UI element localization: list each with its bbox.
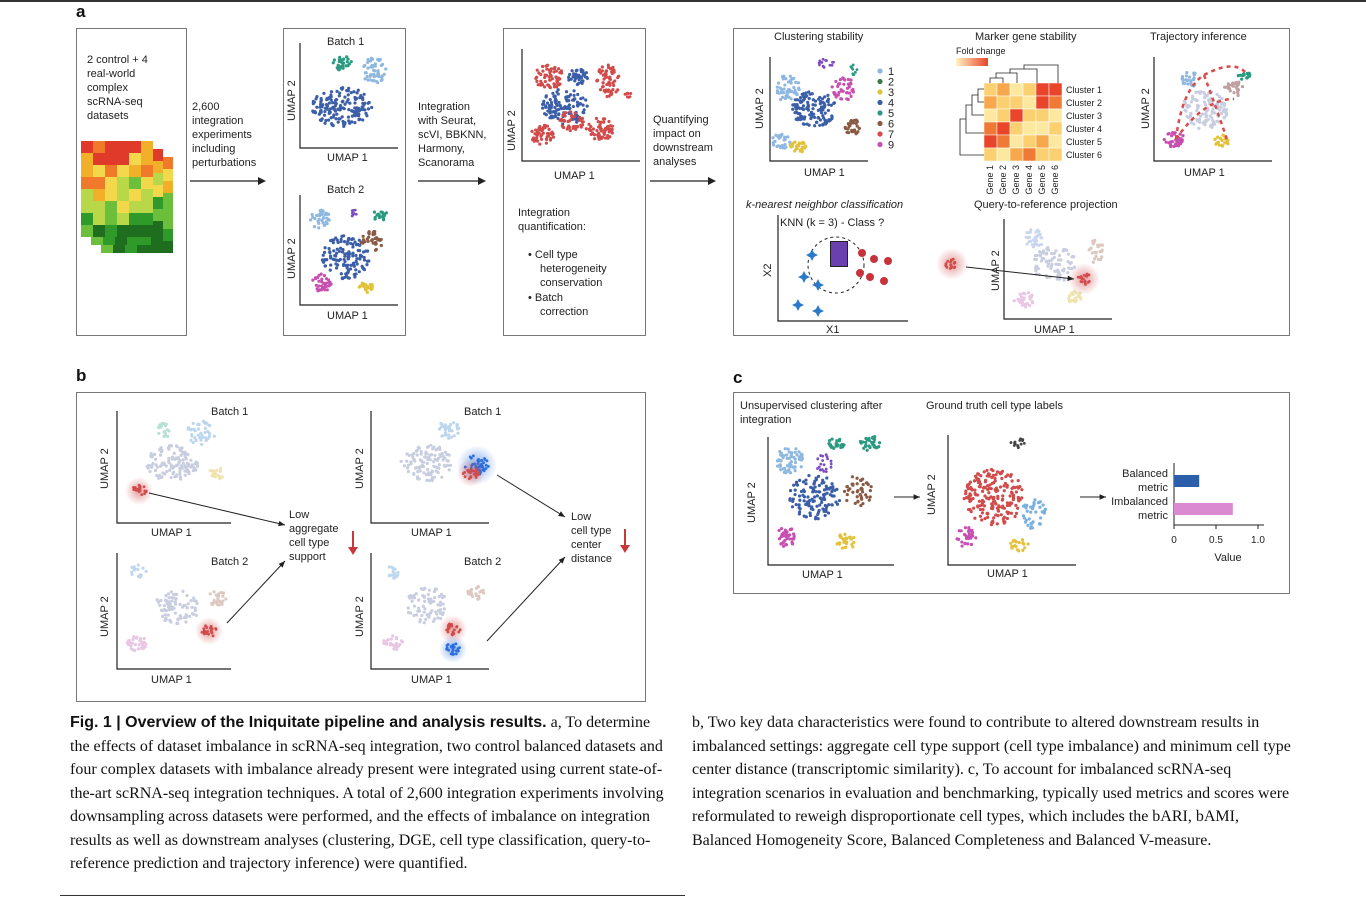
bar-tick-label: 0 — [1171, 535, 1177, 546]
umap1-label: UMAP 1 — [151, 674, 192, 686]
umap1-label: UMAP 1 — [411, 674, 452, 686]
bar-category-label: metric — [1138, 482, 1168, 494]
clustering-stability-title: Clustering stability — [774, 31, 864, 43]
umap1-label: UMAP 1 — [151, 527, 192, 539]
heatmap-cluster-label: Cluster 2 — [1066, 98, 1102, 108]
metric-bar-chart: Balanced metric Imbalanced metric 0 0.5 1.0 Val… — [1111, 463, 1265, 564]
quant-title: Integration quantification: — [518, 207, 586, 233]
ground-truth-title: Ground truth cell type labels — [926, 400, 1063, 412]
umap1-label: UMAP 1 — [987, 568, 1028, 580]
umap1-label: UMAP 1 — [804, 167, 845, 179]
panel-c-letter: c — [733, 368, 743, 387]
caption-text-2: b, Two key data characteristics were fou… — [692, 714, 1291, 849]
heatmap-gene-label: Gene 1 — [985, 165, 995, 195]
cluster-legend-label: 2 — [888, 77, 894, 89]
heatmap-cluster-label: Cluster 6 — [1066, 150, 1102, 160]
umap1-label: UMAP 1 — [1184, 167, 1225, 179]
fold-change-label: Fold change — [956, 46, 1006, 56]
query-ref-title: Query-to-reference projection — [974, 199, 1118, 211]
panel-c-scatters — [767, 434, 1106, 566]
x1-label: X1 — [826, 324, 840, 336]
bar — [1174, 503, 1233, 515]
heatmap-gene-label: Gene 6 — [1050, 165, 1060, 195]
heatmap-gene-label: Gene 3 — [1011, 165, 1021, 195]
figure-label: Fig. 1 | Overview of the Iniquitate pipe… — [70, 714, 547, 731]
batch1-label: Batch 1 — [327, 36, 365, 48]
heatmap-cluster-label: Cluster 5 — [1066, 137, 1102, 147]
bar-x-label: Value — [1214, 552, 1241, 564]
umap1-label: UMAP 1 — [1034, 324, 1075, 336]
marker-heatmap: Cluster 1 Cluster 2 Cluster 3 Cluster 4 Clus… — [956, 58, 1102, 195]
heatmap-cluster-label: Cluster 3 — [1066, 111, 1102, 121]
arrow-2 — [418, 177, 486, 185]
caption-col1: Fig. 1 | Overview of the Iniquitate pipe… — [70, 711, 670, 876]
datasets-text: 2 control + 4 real-world complex scRNA-seq d… — [87, 54, 148, 122]
panel-a-letter: a — [76, 2, 86, 21]
arrow-3 — [650, 177, 716, 185]
integrated-scatter — [521, 49, 640, 162]
batch1-label: Batch 1 — [464, 406, 502, 418]
umap1-label: UMAP 1 — [411, 527, 452, 539]
downstream-scatters — [769, 57, 1272, 320]
knn-label: KNN (k = 3) - Class ? — [780, 217, 885, 229]
cluster-legend-label: 4 — [888, 98, 894, 110]
caption-text-1: a, To determine the effects of dataset i… — [70, 714, 664, 872]
batch2-label: Batch 2 — [464, 556, 502, 568]
heatmap-gene-label: Gene 4 — [1024, 165, 1034, 195]
umap1-label: UMAP 1 — [327, 152, 368, 164]
bar-tick-label: 1.0 — [1251, 535, 1265, 546]
cluster-legend-label: 7 — [888, 129, 894, 141]
heatmap-gene-label: Gene 5 — [1037, 165, 1047, 195]
bar — [1174, 475, 1200, 487]
panel-b-letter: b — [76, 366, 87, 385]
umap1-label: UMAP 1 — [554, 170, 595, 182]
arrow-1 — [190, 177, 266, 185]
integrated-box: UMAP 2 UMAP 1 Integration quantification:… — [503, 28, 646, 336]
cluster-legend-label: 1 — [888, 66, 894, 78]
trajectory-title: Trajectory inference — [1150, 31, 1247, 43]
batch-scatter-plots — [299, 43, 398, 306]
bar-category-label: Balanced — [1122, 468, 1168, 480]
cluster-legend-label: 5 — [888, 108, 894, 120]
knn-title: k-nearest neighbor classification — [746, 199, 904, 211]
panel-c-box: Unsupervised clustering after integration… — [733, 392, 1290, 594]
knn-diagram — [777, 215, 908, 322]
dataset-heatmap-stack — [81, 141, 173, 253]
caption-col2: b, Two key data characteristics were fou… — [692, 711, 1292, 852]
marker-gene-title: Marker gene stability — [975, 31, 1077, 43]
panel-b-box: Batch 1 Batch 1 Batch 2 Batch 2 UMAP 1 U… — [76, 392, 646, 702]
heatmap-cluster-label: Cluster 1 — [1066, 85, 1102, 95]
bar-category-label: Imbalanced — [1111, 496, 1168, 508]
umap1-label: UMAP 1 — [802, 569, 843, 581]
panel-b-scatters — [116, 411, 630, 670]
cluster-legend-label: 6 — [888, 119, 894, 131]
umap1-label: UMAP 1 — [327, 310, 368, 322]
low-distance-text: Low cell type center distance — [571, 511, 612, 565]
batch1-label: Batch 1 — [211, 406, 249, 418]
integration-text: Integration with Seurat, scVI, BBKNN, Harmo… — [418, 101, 487, 169]
quant-item-1: • Cell type heterogeneity conservation — [528, 249, 607, 289]
low-support-text: Low aggregate cell type support — [289, 509, 339, 563]
top-rule — [0, 0, 1366, 2]
cluster-legend-label: 3 — [888, 87, 894, 99]
heatmap-cluster-label: Cluster 4 — [1066, 124, 1102, 134]
batches-box: Batch 1 Batch 2 UMAP 1 UMAP 1 UMAP 2 UMA… — [283, 28, 406, 336]
quant-item-2: • Batch correction — [528, 292, 589, 318]
batch2-label: Batch 2 — [327, 184, 365, 196]
bar-category-label: metric — [1138, 510, 1168, 522]
quantifying-text: Quantifying impact on downstream analyses — [653, 114, 713, 168]
batch2-label: Batch 2 — [211, 556, 249, 568]
bottom-rule — [60, 895, 685, 896]
unsupervised-title: Unsupervised clustering after integration — [740, 400, 883, 426]
bar-tick-label: 0.5 — [1209, 535, 1223, 546]
cluster-legend-label: 9 — [888, 140, 894, 152]
knn-query-box — [830, 241, 848, 267]
heatmap-gene-label: Gene 2 — [998, 165, 1008, 195]
experiments-text: 2,600 integration experiments including pert… — [192, 101, 257, 169]
datasets-box: 2 control + 4 real-world complex scRNA-seq d… — [76, 28, 187, 336]
